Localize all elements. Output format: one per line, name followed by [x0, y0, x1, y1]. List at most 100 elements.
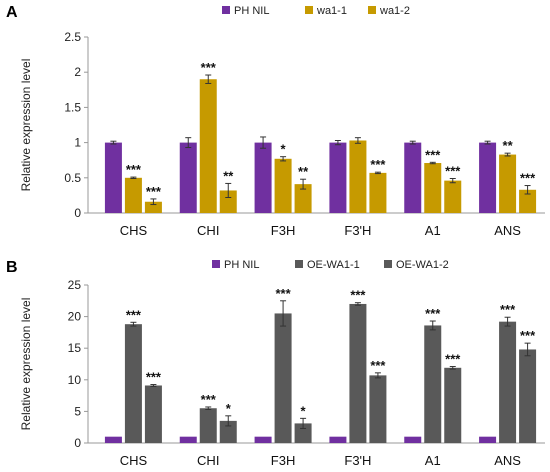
- bar: [404, 436, 422, 443]
- bar: [144, 201, 162, 213]
- bar: [219, 190, 237, 213]
- category-label: ANS: [494, 223, 521, 238]
- category-label: F3H: [271, 223, 296, 238]
- bar: [329, 436, 347, 443]
- y-axis-label: Relative expression level: [19, 59, 33, 192]
- significance-label: **: [298, 164, 309, 179]
- legend-swatch: [305, 6, 313, 14]
- category-label: CHI: [197, 223, 219, 238]
- panel-label: A: [6, 4, 18, 21]
- bar: [369, 172, 387, 213]
- category-label: A1: [425, 223, 441, 238]
- significance-label: ***: [425, 306, 441, 321]
- y-tick-label: 2: [74, 65, 81, 79]
- y-tick-label: 0: [74, 436, 81, 450]
- bar: [124, 324, 142, 443]
- bar: [519, 349, 537, 443]
- legend-label: PH NIL: [234, 5, 269, 17]
- bar: [424, 325, 442, 443]
- significance-label: ***: [275, 286, 291, 301]
- legend-label: PH NIL: [224, 259, 259, 271]
- legend-swatch: [384, 260, 392, 268]
- bar: [199, 79, 217, 214]
- bar: [124, 177, 142, 213]
- significance-label: ***: [520, 171, 536, 186]
- significance-label: ***: [126, 162, 142, 177]
- bar: [444, 367, 462, 443]
- bar: [294, 184, 312, 213]
- category-label: CHS: [120, 223, 148, 238]
- y-tick-label: 20: [68, 310, 82, 324]
- bar: [254, 436, 272, 443]
- significance-label: ***: [126, 307, 142, 322]
- legend-label: wa1-1: [316, 5, 347, 17]
- bar: [349, 303, 367, 443]
- legend-swatch: [222, 6, 230, 14]
- panel-b: B PH NIL OE-WA1-1 OE-WA1-2 0 5 10 15 20 25 Relativ…: [6, 259, 545, 468]
- bar: [499, 154, 517, 213]
- y-tick-label: 25: [68, 278, 82, 292]
- significance-label: ***: [146, 370, 162, 385]
- legend-label: wa1-2: [379, 5, 410, 17]
- significance-label: ***: [370, 157, 386, 172]
- y-tick-label: 10: [68, 373, 82, 387]
- y-tick-label: 15: [68, 341, 82, 355]
- y-tick-label: 2.5: [64, 30, 81, 44]
- bar: [519, 189, 537, 213]
- panel-label: B: [6, 259, 18, 276]
- significance-label: ***: [500, 302, 516, 317]
- bar: [274, 158, 292, 213]
- bar: [479, 142, 497, 213]
- significance-label: ***: [445, 352, 461, 367]
- bar: [179, 142, 197, 213]
- legend-swatch: [295, 260, 303, 268]
- significance-label: ***: [445, 164, 461, 179]
- bar: [329, 142, 347, 213]
- bar: [254, 142, 272, 213]
- y-tick-label: 1: [74, 136, 81, 150]
- category-label: F3'H: [344, 453, 371, 468]
- y-tick-label: 0: [74, 206, 81, 220]
- bar: [349, 140, 367, 213]
- y-tick-label: 1.5: [64, 100, 81, 114]
- category-label: CHI: [197, 453, 219, 468]
- significance-label: ***: [350, 288, 366, 303]
- category-label: A1: [425, 453, 441, 468]
- significance-label: *: [226, 401, 232, 416]
- category-label: F3'H: [344, 223, 371, 238]
- significance-label: ***: [201, 392, 217, 407]
- bar: [104, 142, 122, 213]
- significance-label: ***: [146, 184, 162, 199]
- significance-label: ***: [425, 147, 441, 162]
- panel-a: A PH NIL wa1-1 wa1-2 0 0.5 1 1.5 2 2.5 Relative ex…: [6, 4, 545, 238]
- significance-label: ***: [201, 60, 217, 75]
- bar: [274, 313, 292, 443]
- bar: [404, 142, 422, 213]
- legend-label: OE-WA1-1: [307, 259, 360, 271]
- category-label: F3H: [271, 453, 296, 468]
- bar: [294, 423, 312, 443]
- bar: [199, 408, 217, 443]
- bar: [444, 180, 462, 213]
- category-label: CHS: [120, 453, 148, 468]
- bar: [369, 375, 387, 443]
- significance-label: *: [301, 403, 307, 418]
- bar: [104, 436, 122, 443]
- bar: [499, 321, 517, 443]
- bar: [219, 420, 237, 443]
- y-tick-label: 5: [74, 404, 81, 418]
- bar: [479, 436, 497, 443]
- significance-label: *: [281, 142, 287, 157]
- legend-label: OE-WA1-2: [396, 259, 449, 271]
- bar: [144, 385, 162, 443]
- y-axis-label: Relative expression level: [19, 298, 33, 431]
- significance-label: **: [503, 138, 514, 153]
- y-tick-label: 0.5: [64, 171, 81, 185]
- significance-label: ***: [370, 358, 386, 373]
- bar: [424, 163, 442, 213]
- category-label: ANS: [494, 453, 521, 468]
- legend-swatch: [368, 6, 376, 14]
- legend-swatch: [212, 260, 220, 268]
- bar: [179, 436, 197, 443]
